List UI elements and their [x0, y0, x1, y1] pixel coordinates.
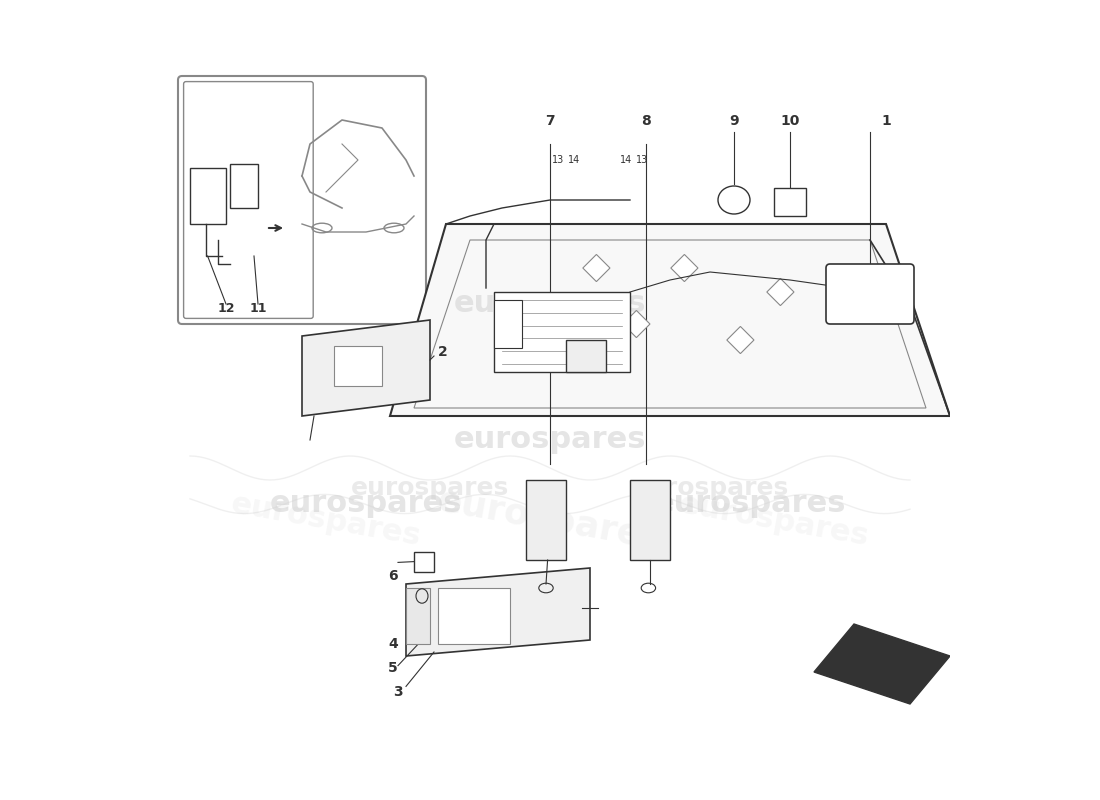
Text: 8: 8 [641, 114, 651, 128]
Text: 5: 5 [388, 661, 398, 675]
Text: eurospares: eurospares [351, 476, 509, 500]
Text: 3: 3 [393, 685, 403, 699]
Text: eurospares: eurospares [453, 290, 647, 318]
Text: eurospares: eurospares [631, 476, 789, 500]
Text: eurospares: eurospares [229, 489, 424, 551]
Bar [671, 254, 698, 282]
Text: 10: 10 [780, 114, 800, 128]
Text: 11: 11 [250, 302, 266, 314]
Bar [230, 164, 258, 208]
Polygon shape [414, 552, 435, 572]
Bar [494, 292, 630, 372]
Polygon shape [302, 320, 430, 416]
Bar [566, 340, 606, 372]
Bar [727, 326, 754, 354]
Bar [438, 588, 510, 644]
Text: eurospares: eurospares [676, 489, 871, 551]
Bar [583, 254, 610, 282]
Bar [623, 310, 650, 338]
Polygon shape [406, 568, 590, 656]
Bar [767, 278, 794, 306]
Text: 7: 7 [546, 114, 554, 128]
Text: eurospares: eurospares [653, 490, 846, 518]
Text: 9: 9 [729, 114, 739, 128]
Polygon shape [814, 624, 950, 704]
Text: eurospares: eurospares [434, 483, 666, 557]
FancyBboxPatch shape [826, 264, 914, 324]
Bar [406, 588, 430, 644]
FancyBboxPatch shape [178, 76, 426, 324]
Bar [494, 300, 522, 348]
Text: 13: 13 [637, 155, 649, 165]
Text: 4: 4 [388, 637, 398, 651]
Text: 14: 14 [569, 155, 581, 165]
Text: 1: 1 [881, 114, 891, 128]
Text: 13: 13 [552, 155, 564, 165]
Text: 6: 6 [388, 569, 398, 583]
Text: eurospares: eurospares [453, 426, 647, 454]
Polygon shape [526, 480, 566, 560]
Polygon shape [630, 480, 670, 560]
Bar [774, 188, 806, 216]
FancyBboxPatch shape [184, 82, 314, 318]
Text: 14: 14 [620, 155, 632, 165]
Ellipse shape [718, 186, 750, 214]
Bar [190, 168, 226, 224]
Text: 2: 2 [438, 345, 448, 359]
Text: eurospares: eurospares [270, 490, 462, 518]
Bar [334, 346, 382, 386]
Text: 12: 12 [218, 302, 234, 314]
Polygon shape [390, 224, 950, 416]
